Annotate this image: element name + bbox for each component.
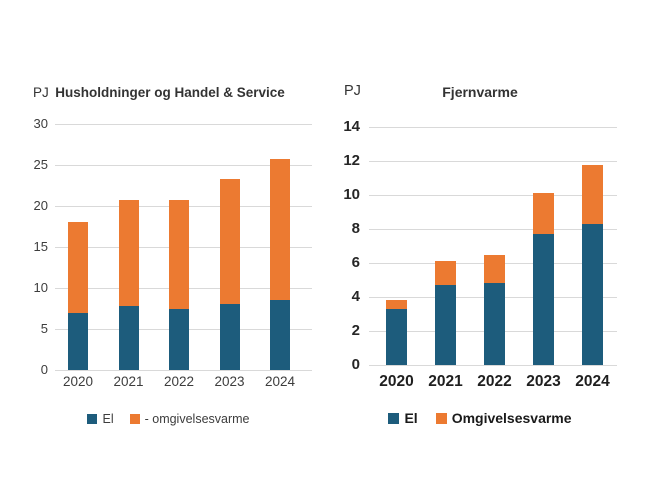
x-tick-label: 2021 [428, 373, 463, 390]
x-axis: 2020 2021 2022 2023 2024 [55, 374, 312, 392]
gridline [55, 123, 312, 125]
gridline [55, 164, 312, 166]
y-tick-label: 5 [40, 321, 48, 336]
legend-item-el: El [388, 410, 418, 426]
gridline [55, 369, 312, 371]
bar-segment-omgivelsesvarme [270, 159, 290, 301]
bar-segment-omgivelsesvarme [169, 200, 189, 309]
x-tick-label: 2024 [575, 373, 610, 390]
y-tick-label: 20 [33, 198, 48, 213]
legend-label: Omgivelsesvarme [451, 410, 572, 426]
x-tick-label: 2024 [264, 374, 296, 389]
plot-area: 0 5 10 15 20 25 30 [34, 116, 312, 377]
bar-segment-el [118, 306, 139, 370]
gridline [369, 364, 617, 366]
bar-segment-omgivelsesvarme [386, 299, 407, 309]
y-tick-label: 8 [351, 220, 360, 237]
bar-segment-omgivelsesvarme [435, 261, 456, 286]
bar-segment-el [484, 283, 505, 365]
x-tick-label: 2022 [163, 374, 195, 389]
bar-segment-omgivelsesvarme [484, 255, 505, 284]
legend-swatch [87, 414, 98, 424]
y-tick-label: 15 [33, 239, 48, 254]
y-tick-label: 6 [351, 254, 360, 271]
x-tick-label: 2023 [214, 374, 245, 389]
y-tick-label: 4 [351, 288, 360, 305]
y-tick-label: 14 [343, 118, 360, 135]
gridline [369, 160, 617, 162]
bar-segment-omgivelsesvarme [582, 165, 603, 224]
y-tick-label: 2 [351, 322, 360, 339]
y-tick-label: 0 [40, 362, 48, 377]
bar-segment-el [582, 223, 603, 365]
y-tick-label: 25 [33, 157, 48, 172]
y-tick-label: 0 [351, 356, 360, 373]
bar-segment-omgivelsesvarme [219, 178, 240, 304]
bar-segment-el [169, 308, 189, 370]
chart-title: Husholdninger og Handel & Service [55, 85, 285, 100]
plot-area: 0 2 4 6 8 10 12 14 [343, 118, 617, 373]
y-tick-label: 12 [343, 152, 360, 169]
legend-label: - omgivelsesvarme [144, 412, 250, 426]
y-axis-unit-label: PJ [344, 83, 361, 99]
bar-segment-omgivelsesvarme [533, 193, 554, 235]
y-tick-label: 10 [343, 186, 360, 203]
bar-segment-el [386, 308, 407, 365]
legend-swatch [435, 412, 447, 424]
x-tick-label: 2023 [526, 373, 561, 390]
bar-segment-omgivelsesvarme [118, 200, 139, 307]
y-axis-unit-label: PJ [33, 85, 49, 100]
legend-item-omgivelsesvarme: - omgivelsesvarme [129, 412, 250, 426]
x-tick-label: 2020 [379, 373, 414, 390]
legend: El Omgivelsesvarme [355, 409, 605, 427]
legend-item-el: El [87, 412, 114, 426]
x-tick-label: 2020 [62, 374, 94, 389]
x-tick-label: 2022 [477, 373, 512, 390]
x-tick-label: 2021 [113, 374, 144, 389]
bar-segment-el [533, 234, 554, 365]
bar-segment-el [68, 312, 88, 370]
gridline [369, 228, 617, 230]
y-tick-label: 10 [33, 280, 48, 295]
bar-segment-el [435, 285, 456, 365]
chart-title: Fjernvarme [442, 84, 518, 100]
legend-item-omgivelsesvarme: Omgivelsesvarme [435, 410, 572, 426]
legend-label: El [102, 412, 114, 426]
legend-swatch [129, 414, 140, 424]
y-tick-label: 30 [33, 116, 48, 131]
x-axis: 2020 2021 2022 2023 2024 [369, 373, 617, 393]
bar-segment-omgivelsesvarme [68, 221, 88, 313]
legend-label: El [404, 410, 418, 426]
legend-swatch [388, 412, 400, 424]
gridline [369, 194, 617, 196]
legend: El - omgivelsesvarme [30, 410, 307, 428]
gridline [369, 126, 617, 128]
bar-segment-el [270, 300, 290, 370]
bar-segment-el [219, 303, 240, 370]
